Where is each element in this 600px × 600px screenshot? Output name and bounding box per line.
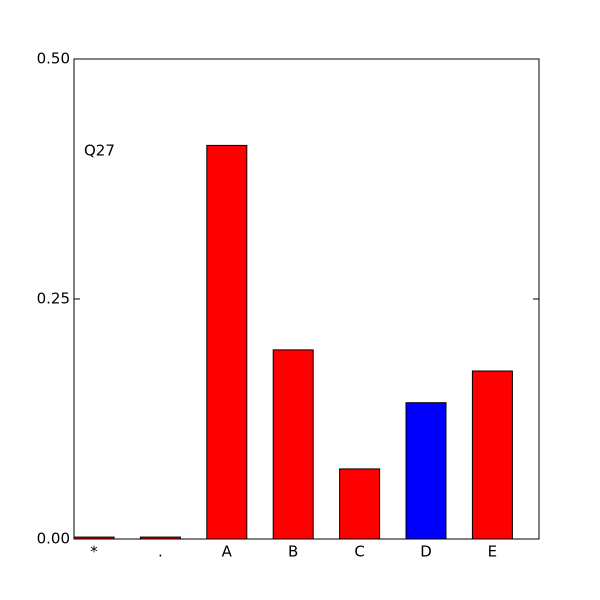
x-tick-label: A <box>222 543 233 561</box>
x-tick-label: * <box>90 543 98 561</box>
x-tick-label: C <box>354 543 364 561</box>
bar <box>272 349 314 540</box>
bar <box>405 402 447 540</box>
x-tick-label: B <box>288 543 298 561</box>
x-tick-label: E <box>488 543 497 561</box>
x-tick-label: . <box>158 543 163 561</box>
annotation: Q27 <box>84 142 115 160</box>
x-tick-label: D <box>420 543 432 561</box>
y-tick-label: 0.00 <box>37 530 70 548</box>
y-tick-label: 0.50 <box>37 50 70 68</box>
bar <box>339 468 381 540</box>
y-tick-label: 0.25 <box>37 290 70 308</box>
bar <box>206 144 248 540</box>
bar <box>471 370 513 540</box>
